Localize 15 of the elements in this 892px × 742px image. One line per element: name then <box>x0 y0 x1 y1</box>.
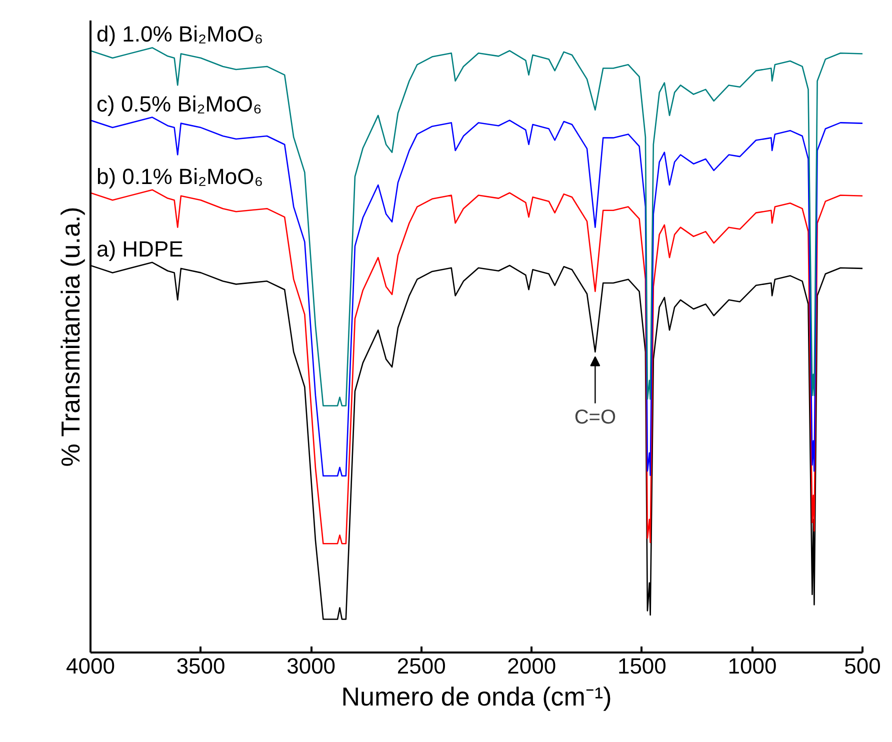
x-tick-label: 1500 <box>617 654 666 678</box>
series-label: c) 0.5% Bi₂MoO₆ <box>96 91 262 116</box>
x-tick-label: 3000 <box>286 654 336 678</box>
series-label: d) 1.0% Bi₂MoO₆ <box>96 22 264 47</box>
series-label: b) 0.1% Bi₂MoO₆ <box>96 164 264 189</box>
x-tick-label: 2000 <box>507 654 556 678</box>
x-tick-label: 1000 <box>728 654 777 678</box>
annotation: C=O <box>574 406 616 428</box>
x-tick-label: 3500 <box>176 654 226 678</box>
series-label: a) HDPE <box>96 236 184 262</box>
x-tick-label: 500 <box>844 654 881 678</box>
x-tick-label: 4000 <box>66 654 115 678</box>
y-axis-title: % Transmitancia (u.a.) <box>56 206 86 467</box>
x-tick-label: 2500 <box>396 654 446 678</box>
x-axis-title: Numero de onda (cm⁻¹) <box>341 682 612 712</box>
